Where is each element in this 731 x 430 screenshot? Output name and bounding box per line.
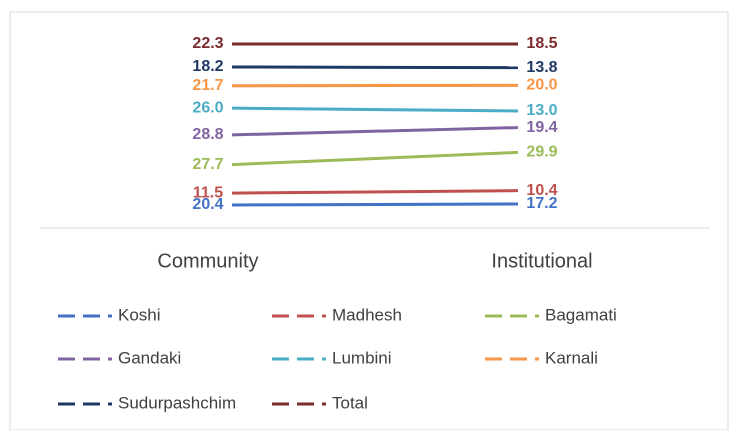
data-label: 22.3 [192, 35, 223, 52]
series-line [231, 106, 519, 113]
legend-label: Koshi [118, 305, 161, 324]
x-tick-label: Institutional [491, 250, 592, 272]
legend-label: Total [332, 393, 368, 412]
legend-label: Gandaki [118, 348, 181, 367]
series-line [231, 202, 519, 207]
data-label: 19.4 [526, 119, 557, 136]
data-label: 20.4 [192, 196, 223, 213]
data-label: 13.0 [526, 102, 557, 119]
data-label: 10.4 [526, 182, 557, 199]
legend-label: Sudurpashchim [118, 393, 236, 412]
series-line [231, 126, 519, 137]
data-label: 17.2 [526, 195, 557, 212]
legend-label: Karnali [545, 348, 598, 367]
data-label: 18.2 [192, 58, 223, 75]
x-tick-label: Community [157, 250, 258, 272]
legend-label: Bagamati [545, 305, 617, 324]
series-line [231, 65, 519, 70]
data-label: 26.0 [192, 99, 223, 116]
data-label: 21.7 [192, 77, 223, 94]
data-label: 27.7 [192, 156, 223, 173]
legend-label: Madhesh [332, 305, 402, 324]
legend-label: Lumbini [332, 348, 392, 367]
data-label: 20.0 [526, 77, 557, 94]
data-label: 13.8 [526, 59, 557, 76]
chart-frame [9, 11, 729, 430]
data-label: 28.8 [192, 126, 223, 143]
data-label: 18.5 [526, 35, 557, 52]
series-line [231, 150, 519, 167]
data-label: 29.9 [526, 144, 557, 161]
data-label: 11.5 [193, 184, 223, 201]
series-line [231, 189, 519, 195]
